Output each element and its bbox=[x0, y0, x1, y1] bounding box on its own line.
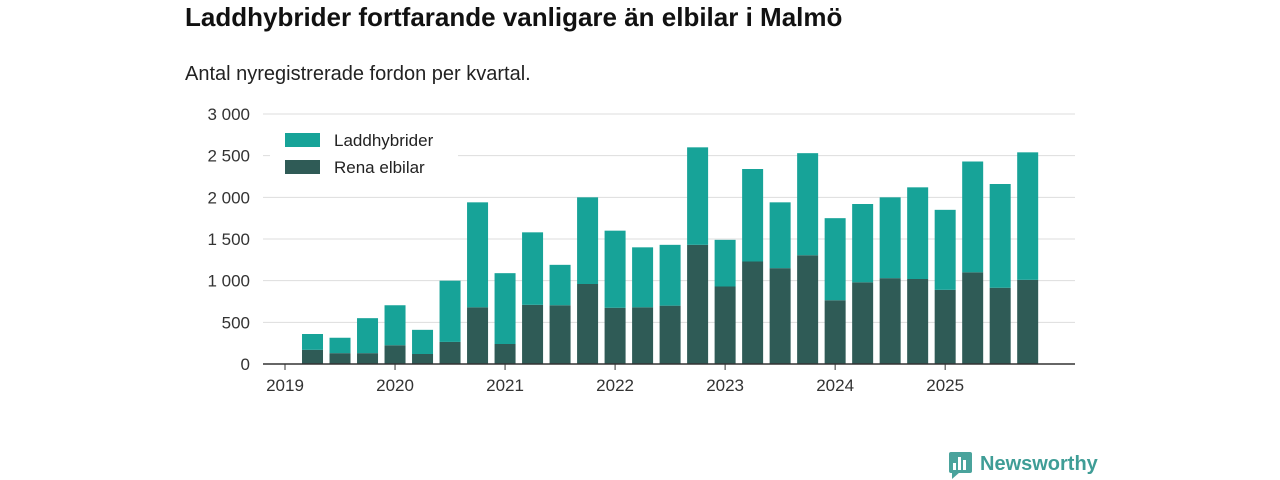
bar-laddhybrider-21 bbox=[879, 197, 901, 279]
bar-laddhybrider-16 bbox=[742, 169, 764, 262]
bar-laddhybrider-14 bbox=[687, 147, 709, 245]
bar-chart-bubble-icon bbox=[949, 452, 972, 479]
bar-laddhybrider-26 bbox=[1017, 152, 1039, 280]
bar-rena-elbilar-26 bbox=[1017, 279, 1039, 364]
bar-rena-elbilar-25 bbox=[989, 287, 1011, 364]
bar-rena-elbilar-12 bbox=[632, 307, 654, 364]
y-tick-label: 3 000 bbox=[207, 105, 250, 124]
logo-icon-bar bbox=[958, 457, 961, 470]
bar-rena-elbilar-23 bbox=[934, 289, 956, 364]
chart-title: Laddhybrider fortfarande vanligare än el… bbox=[185, 2, 843, 32]
bar-laddhybrider-15 bbox=[714, 239, 736, 287]
x-tick-label: 2020 bbox=[376, 376, 414, 395]
bar-laddhybrider-5 bbox=[439, 280, 461, 342]
bar-laddhybrider-20 bbox=[852, 204, 874, 283]
y-tick-label: 1 000 bbox=[207, 272, 250, 291]
bar-rena-elbilar-7 bbox=[494, 344, 516, 364]
logo-icon-bar bbox=[953, 463, 956, 470]
newsworthy-logo: Newsworthy bbox=[949, 452, 1099, 479]
bar-rena-elbilar-24 bbox=[962, 272, 984, 364]
bar-laddhybrider-24 bbox=[962, 161, 984, 273]
bar-rena-elbilar-19 bbox=[824, 300, 846, 364]
y-tick-label: 2 500 bbox=[207, 147, 250, 166]
y-tick-label: 0 bbox=[241, 355, 250, 374]
x-tick-label: 2021 bbox=[486, 376, 524, 395]
bar-rena-elbilar-3 bbox=[384, 345, 406, 364]
legend-label-laddhybrider: Laddhybrider bbox=[334, 131, 434, 150]
bar-laddhybrider-18 bbox=[797, 153, 819, 256]
legend: Laddhybrider Rena elbilar bbox=[270, 125, 458, 183]
bar-rena-elbilar-11 bbox=[604, 307, 626, 364]
bar-rena-elbilar-5 bbox=[439, 341, 461, 364]
x-tick-label: 2025 bbox=[926, 376, 964, 395]
bar-laddhybrider-13 bbox=[659, 244, 681, 306]
bar-laddhybrider-23 bbox=[934, 209, 956, 290]
logo-wordmark: Newsworthy bbox=[980, 453, 1099, 475]
bar-rena-elbilar-9 bbox=[549, 305, 571, 364]
bar-rena-elbilar-2 bbox=[357, 353, 379, 364]
bar-rena-elbilar-17 bbox=[769, 268, 791, 364]
x-tick-label: 2022 bbox=[596, 376, 634, 395]
bar-laddhybrider-3 bbox=[384, 305, 406, 346]
bar-laddhybrider-17 bbox=[769, 202, 791, 269]
bar-laddhybrider-7 bbox=[494, 273, 516, 344]
bar-laddhybrider-19 bbox=[824, 218, 846, 301]
bar-laddhybrider-12 bbox=[632, 247, 654, 308]
bar-laddhybrider-4 bbox=[412, 329, 434, 354]
bar-rena-elbilar-20 bbox=[852, 282, 874, 364]
x-tick-label: 2024 bbox=[816, 376, 854, 395]
x-tick-label: 2019 bbox=[266, 376, 304, 395]
legend-swatch-laddhybrider bbox=[285, 133, 320, 147]
chart-subtitle: Antal nyregistrerade fordon per kvartal. bbox=[185, 63, 531, 85]
bars bbox=[302, 147, 1039, 364]
bar-rena-elbilar-21 bbox=[879, 278, 901, 364]
bar-laddhybrider-6 bbox=[467, 202, 489, 308]
legend-label-rena-elbilar: Rena elbilar bbox=[334, 158, 425, 177]
bar-laddhybrider-0 bbox=[302, 334, 324, 350]
bar-rena-elbilar-8 bbox=[522, 304, 544, 364]
bar-rena-elbilar-1 bbox=[329, 353, 351, 364]
bar-rena-elbilar-13 bbox=[659, 305, 681, 364]
bar-rena-elbilar-0 bbox=[302, 349, 324, 364]
y-tick-label: 1 500 bbox=[207, 230, 250, 249]
bar-laddhybrider-25 bbox=[989, 184, 1011, 288]
bar-rena-elbilar-10 bbox=[577, 284, 599, 364]
bar-rena-elbilar-22 bbox=[907, 279, 929, 364]
bar-rena-elbilar-6 bbox=[467, 307, 489, 364]
bar-laddhybrider-11 bbox=[604, 230, 626, 308]
bar-rena-elbilar-18 bbox=[797, 255, 819, 364]
x-tick-label: 2023 bbox=[706, 376, 744, 395]
bar-laddhybrider-8 bbox=[522, 232, 544, 305]
bar-rena-elbilar-16 bbox=[742, 261, 764, 364]
bar-laddhybrider-22 bbox=[907, 187, 929, 279]
y-tick-label: 2 000 bbox=[207, 188, 250, 207]
bar-laddhybrider-1 bbox=[329, 337, 351, 354]
logo-icon-tail bbox=[952, 472, 960, 479]
bar-laddhybrider-9 bbox=[549, 264, 571, 306]
bar-rena-elbilar-4 bbox=[412, 354, 434, 364]
bar-rena-elbilar-14 bbox=[687, 244, 709, 364]
logo-icon-bar bbox=[963, 460, 966, 470]
bar-laddhybrider-10 bbox=[577, 197, 599, 284]
bar-laddhybrider-2 bbox=[357, 318, 379, 354]
axes: 0 500 1 000 1 500 2 000 2 500 3 000 2019 2020 202… bbox=[207, 105, 1075, 395]
legend-swatch-rena-elbilar bbox=[285, 160, 320, 174]
y-tick-label: 500 bbox=[222, 313, 250, 332]
bar-rena-elbilar-15 bbox=[714, 286, 736, 364]
